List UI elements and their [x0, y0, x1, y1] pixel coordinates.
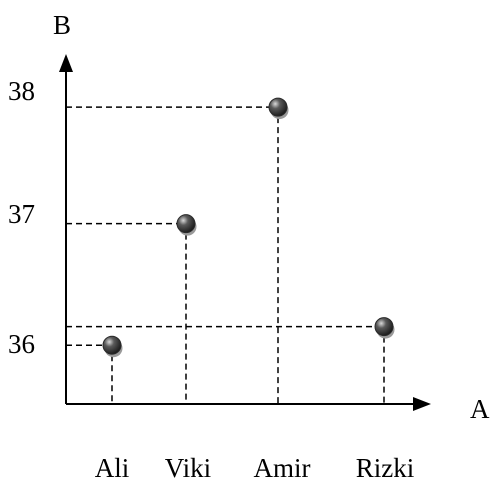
guide-lines — [66, 106, 385, 404]
data-point-rizki — [374, 317, 394, 337]
data-point-viki — [176, 214, 196, 234]
x-category-label-amir: Amir — [254, 453, 311, 483]
data-point-amir — [268, 97, 288, 117]
y-tick-label-37: 37 — [8, 199, 35, 229]
data-point-ali — [102, 335, 122, 355]
x-axis-title: A — [470, 394, 490, 424]
data-points — [102, 97, 395, 358]
y-axis-title: B — [53, 10, 71, 40]
y-axis-arrow-icon — [59, 54, 73, 72]
x-category-label-ali: Ali — [95, 453, 130, 483]
x-category-label-viki: Viki — [165, 453, 211, 483]
x-category-label-rizki: Rizki — [356, 453, 415, 483]
x-axis-arrow-icon — [413, 397, 431, 411]
y-tick-label-36: 36 — [8, 329, 35, 359]
y-tick-label-38: 38 — [8, 76, 35, 106]
